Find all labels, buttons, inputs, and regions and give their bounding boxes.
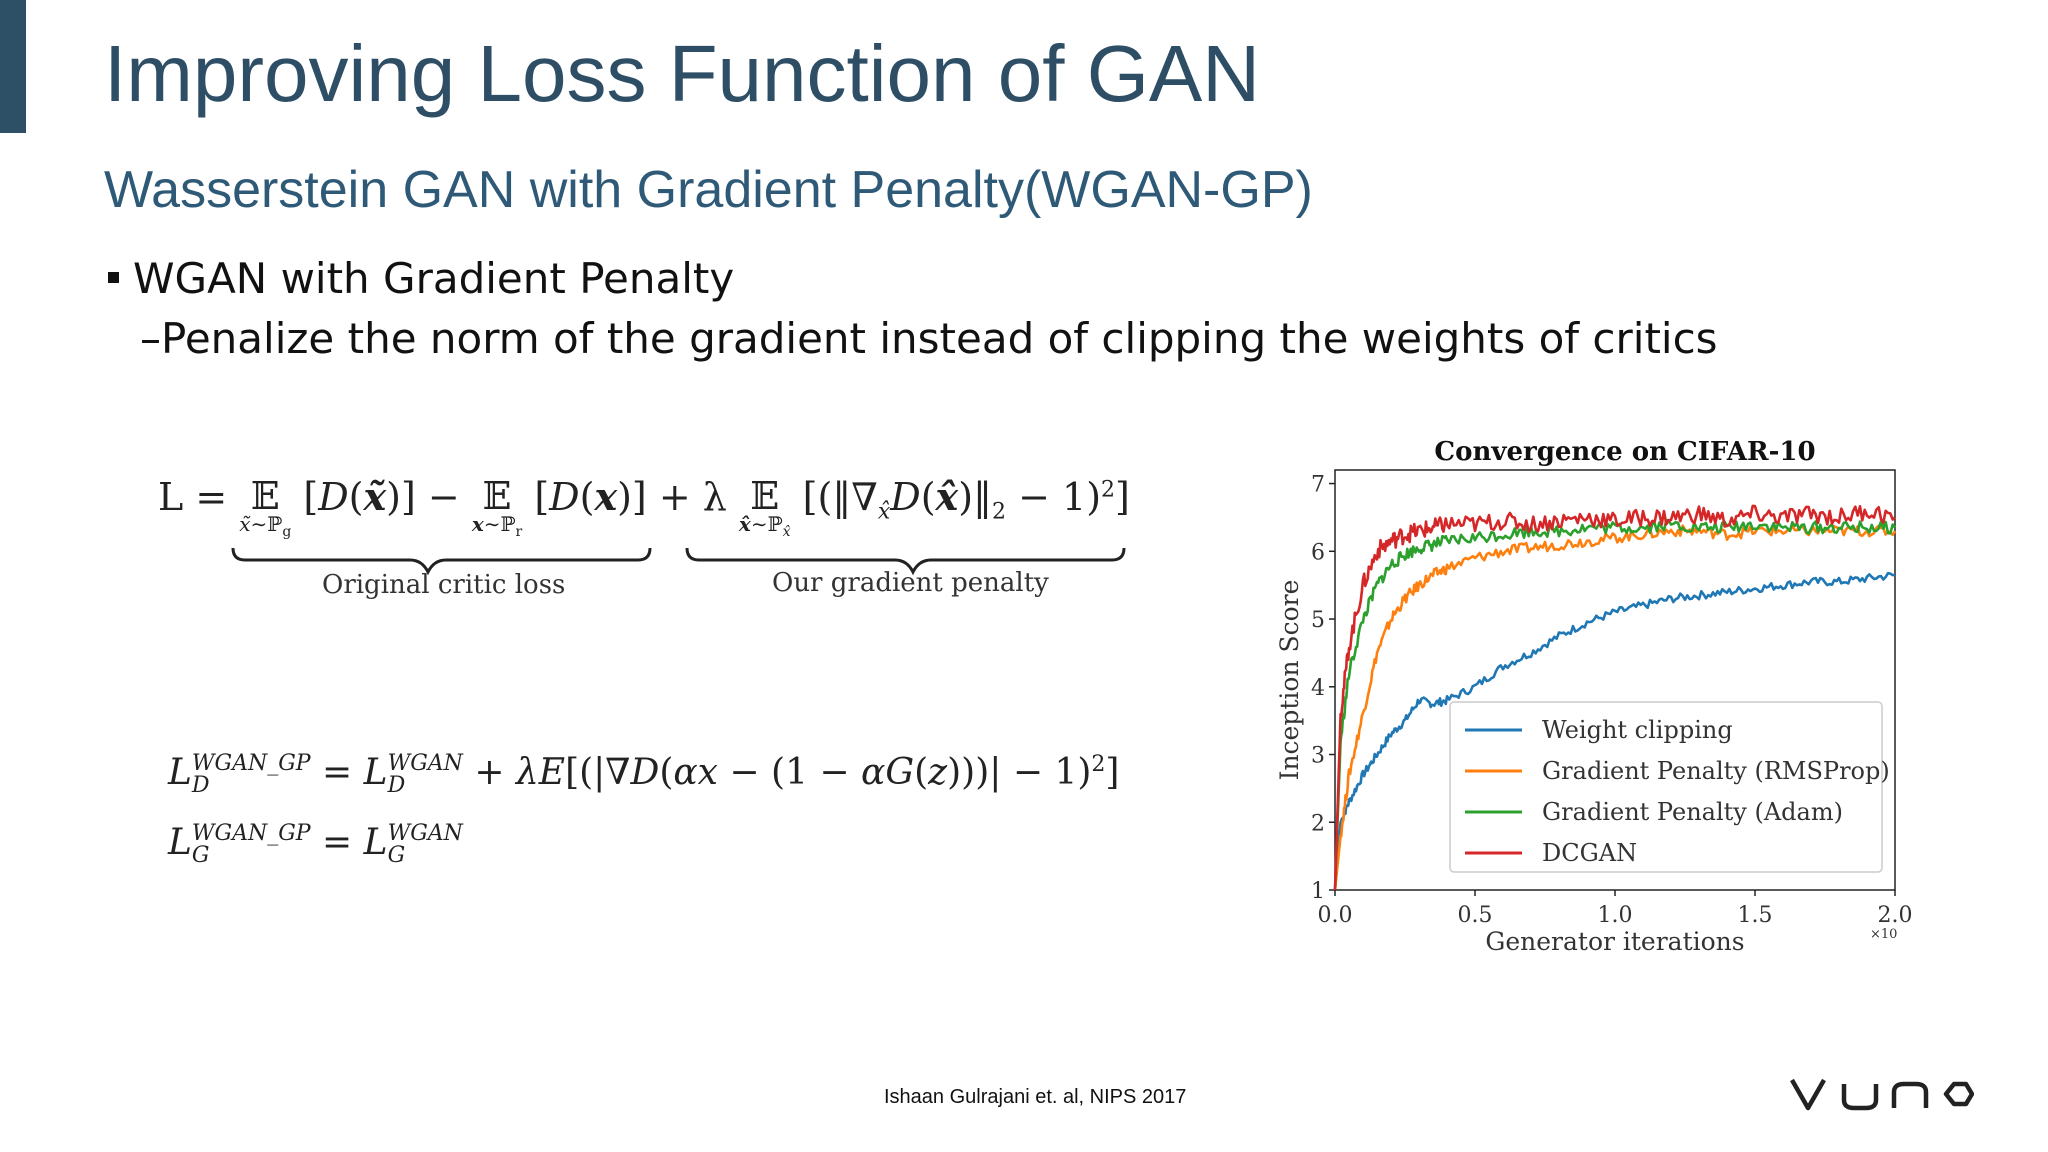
chart-legend: Weight clipping Gradient Penalty (RMSProp… xyxy=(1449,701,1890,873)
logo-o-mark xyxy=(1943,1081,1974,1107)
x-tick-label: 1.0 xyxy=(1598,903,1633,928)
legend-entry: Gradient Penalty (Adam) xyxy=(1542,798,1843,826)
convergence-chart: Convergence on CIFAR-10 1 2 3 4 5 6 7 0.0 0.5 1.… xyxy=(1275,437,1913,956)
citation: Ishaan Gulrajani et. al, NIPS 2017 xyxy=(884,1086,1187,1108)
y-axis: 1 2 3 4 5 6 7 xyxy=(1311,473,1335,904)
accent-bar xyxy=(0,0,26,133)
series-line-4 xyxy=(1333,504,1896,891)
y-tick-label: 5 xyxy=(1311,608,1325,633)
gradient-penalty-label: Our gradient penalty xyxy=(772,568,1049,598)
legend-entry: Gradient Penalty (RMSProp) xyxy=(1542,757,1890,785)
original-critic-label: Original critic loss xyxy=(322,570,566,600)
bullet-text: WGAN with Gradient Penalty xyxy=(133,254,735,303)
vuno-logo xyxy=(1790,1078,1974,1111)
slide-title: Improving Loss Function of GAN xyxy=(104,29,1261,118)
x-tick-label: 0.5 xyxy=(1458,903,1493,928)
x-tick-label: 2.0 xyxy=(1878,903,1913,928)
x-tick-label: 0.0 xyxy=(1318,903,1353,928)
y-tick-label: 2 xyxy=(1311,811,1325,836)
logo-n-mark xyxy=(1891,1081,1929,1108)
generator-loss-equation: L WGAN_GP G = L WGAN G xyxy=(168,821,463,868)
x-axis-label: Generator iterations xyxy=(1485,927,1744,956)
equation-lhs: L = xyxy=(158,475,228,519)
x-axis: 0.0 0.5 1.0 1.5 2.0 xyxy=(1318,890,1913,928)
bullet-item: WGAN with Gradient Penalty xyxy=(108,254,734,303)
logo-u-mark xyxy=(1841,1084,1879,1111)
y-tick-label: 3 xyxy=(1311,744,1325,769)
legend-entry: Weight clipping xyxy=(1542,716,1733,744)
chart-title: Convergence on CIFAR-10 xyxy=(1434,437,1815,467)
logo-v-mark xyxy=(1790,1078,1826,1111)
penalty-brace xyxy=(685,547,1126,576)
sub-bullet-text: –Penalize the norm of the gradient inste… xyxy=(140,314,1718,363)
legend-entry: DCGAN xyxy=(1542,839,1637,867)
slide-subtitle: Wasserstein GAN with Gradient Penalty(WG… xyxy=(104,161,1313,219)
series-line-2 xyxy=(1333,524,1897,891)
y-axis-label: Inception Score xyxy=(1275,580,1304,781)
series-lines xyxy=(1333,504,1897,891)
original-brace xyxy=(231,547,652,576)
legend-box xyxy=(1449,701,1883,873)
y-tick-label: 1 xyxy=(1311,879,1325,904)
series-line-1 xyxy=(1333,571,1896,891)
main-loss-equation: L = 𝔼 x̃∼ℙg [D(x̃)] − 𝔼 x∼ℙr [D(x)] + λ … xyxy=(158,474,1130,540)
x-tick-label: 1.5 xyxy=(1738,903,1773,928)
discriminator-loss-equation: L WGAN_GP D = L WGAN D + λE[(|∇D(αx − (1 − α… xyxy=(168,751,1120,798)
y-tick-label: 4 xyxy=(1311,676,1325,701)
bullet-square-icon xyxy=(108,272,119,283)
y-tick-label: 6 xyxy=(1311,540,1325,565)
x-axis-multiplier: ×10 xyxy=(1870,927,1897,942)
y-tick-label: 7 xyxy=(1311,473,1325,498)
